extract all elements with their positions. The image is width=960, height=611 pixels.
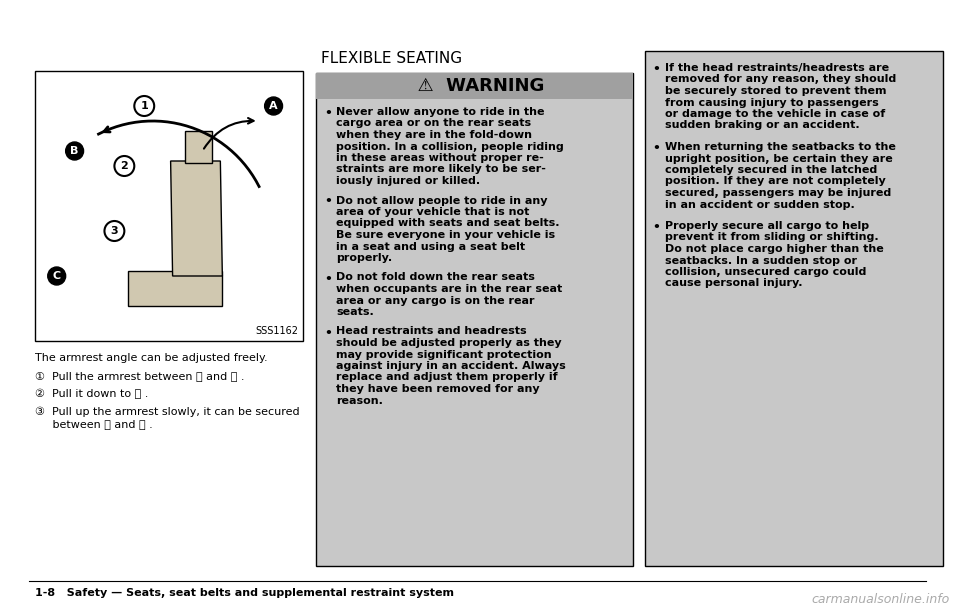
- Polygon shape: [128, 271, 223, 306]
- Text: 2: 2: [121, 161, 129, 171]
- Text: 3: 3: [110, 226, 118, 236]
- Text: be securely stored to prevent them: be securely stored to prevent them: [664, 86, 886, 96]
- Text: completely secured in the latched: completely secured in the latched: [664, 165, 876, 175]
- Text: or damage to the vehicle in case of: or damage to the vehicle in case of: [664, 109, 885, 119]
- Text: Do not fold down the rear seats: Do not fold down the rear seats: [336, 273, 535, 282]
- Text: reason.: reason.: [336, 395, 383, 406]
- Text: equipped with seats and seat belts.: equipped with seats and seat belts.: [336, 219, 560, 229]
- Circle shape: [65, 142, 84, 160]
- Text: straints are more likely to be ser-: straints are more likely to be ser-: [336, 164, 546, 175]
- Text: sudden braking or an accident.: sudden braking or an accident.: [664, 120, 859, 131]
- Text: The armrest angle can be adjusted freely.: The armrest angle can be adjusted freely…: [35, 353, 268, 363]
- Text: Do not place cargo higher than the: Do not place cargo higher than the: [664, 244, 883, 254]
- Text: ⚠  WARNING: ⚠ WARNING: [405, 77, 544, 95]
- Text: •: •: [324, 273, 332, 285]
- Text: cargo area or on the rear seats: cargo area or on the rear seats: [336, 119, 532, 128]
- Text: area or any cargo is on the rear: area or any cargo is on the rear: [336, 296, 535, 306]
- Circle shape: [114, 156, 134, 176]
- Text: Do not allow people to ride in any: Do not allow people to ride in any: [336, 196, 548, 205]
- Circle shape: [105, 221, 125, 241]
- Text: when occupants are in the rear seat: when occupants are in the rear seat: [336, 284, 563, 294]
- Text: •: •: [653, 221, 660, 234]
- Text: when they are in the fold-down: when they are in the fold-down: [336, 130, 532, 140]
- Text: position. If they are not completely: position. If they are not completely: [664, 177, 885, 186]
- Text: in an accident or sudden stop.: in an accident or sudden stop.: [664, 200, 854, 210]
- Polygon shape: [184, 131, 212, 163]
- Text: seats.: seats.: [336, 307, 374, 317]
- Text: they have been removed for any: they have been removed for any: [336, 384, 540, 394]
- Text: Properly secure all cargo to help: Properly secure all cargo to help: [664, 221, 869, 231]
- Text: B: B: [70, 146, 79, 156]
- Text: •: •: [653, 142, 660, 155]
- Text: If the head restraints/headrests are: If the head restraints/headrests are: [664, 63, 889, 73]
- Text: removed for any reason, they should: removed for any reason, they should: [664, 75, 896, 84]
- Circle shape: [265, 97, 282, 115]
- Text: Be sure everyone in your vehicle is: Be sure everyone in your vehicle is: [336, 230, 556, 240]
- Circle shape: [134, 96, 155, 116]
- Text: A: A: [269, 101, 277, 111]
- Circle shape: [48, 267, 65, 285]
- FancyBboxPatch shape: [317, 73, 633, 566]
- Text: secured, passengers may be injured: secured, passengers may be injured: [664, 188, 891, 198]
- Text: iously injured or killed.: iously injured or killed.: [336, 176, 480, 186]
- Text: ①  Pull the armrest between Ⓐ and Ⓑ .: ① Pull the armrest between Ⓐ and Ⓑ .: [35, 371, 244, 381]
- Text: C: C: [53, 271, 60, 281]
- Text: cause personal injury.: cause personal injury.: [664, 279, 802, 288]
- Bar: [35, 71, 303, 341]
- Text: Never allow anyone to ride in the: Never allow anyone to ride in the: [336, 107, 544, 117]
- Text: in a seat and using a seat belt: in a seat and using a seat belt: [336, 241, 525, 252]
- Polygon shape: [171, 161, 223, 276]
- Text: Head restraints and headrests: Head restraints and headrests: [336, 326, 527, 337]
- Text: upright position, be certain they are: upright position, be certain they are: [664, 153, 892, 164]
- FancyBboxPatch shape: [645, 51, 943, 566]
- Text: should be adjusted properly as they: should be adjusted properly as they: [336, 338, 562, 348]
- Text: prevent it from sliding or shifting.: prevent it from sliding or shifting.: [664, 233, 878, 243]
- Text: may provide significant protection: may provide significant protection: [336, 349, 552, 359]
- Text: 1-8   Safety — Seats, seat belts and supplemental restraint system: 1-8 Safety — Seats, seat belts and suppl…: [35, 588, 454, 598]
- FancyBboxPatch shape: [317, 73, 633, 99]
- Text: from causing injury to passengers: from causing injury to passengers: [664, 98, 878, 108]
- Text: area of your vehicle that is not: area of your vehicle that is not: [336, 207, 530, 217]
- Text: carmanualsonline.info: carmanualsonline.info: [812, 593, 950, 606]
- Text: When returning the seatbacks to the: When returning the seatbacks to the: [664, 142, 896, 152]
- Text: 1: 1: [140, 101, 148, 111]
- Text: collision, unsecured cargo could: collision, unsecured cargo could: [664, 267, 866, 277]
- Text: •: •: [324, 107, 332, 120]
- Text: ②  Pull it down to Ⓒ .: ② Pull it down to Ⓒ .: [35, 389, 148, 400]
- Text: in these areas without proper re-: in these areas without proper re-: [336, 153, 544, 163]
- Text: FLEXIBLE SEATING: FLEXIBLE SEATING: [322, 51, 463, 66]
- Text: SSS1162: SSS1162: [255, 326, 299, 336]
- Text: against injury in an accident. Always: against injury in an accident. Always: [336, 361, 566, 371]
- Text: •: •: [653, 63, 660, 76]
- Text: •: •: [324, 196, 332, 208]
- Text: ③  Pull up the armrest slowly, it can be secured
     between Ⓑ and Ⓒ .: ③ Pull up the armrest slowly, it can be …: [35, 407, 300, 429]
- Text: position. In a collision, people riding: position. In a collision, people riding: [336, 142, 564, 152]
- Text: •: •: [324, 326, 332, 340]
- Text: seatbacks. In a sudden stop or: seatbacks. In a sudden stop or: [664, 255, 856, 266]
- Text: replace and adjust them properly if: replace and adjust them properly if: [336, 373, 558, 382]
- Text: properly.: properly.: [336, 253, 393, 263]
